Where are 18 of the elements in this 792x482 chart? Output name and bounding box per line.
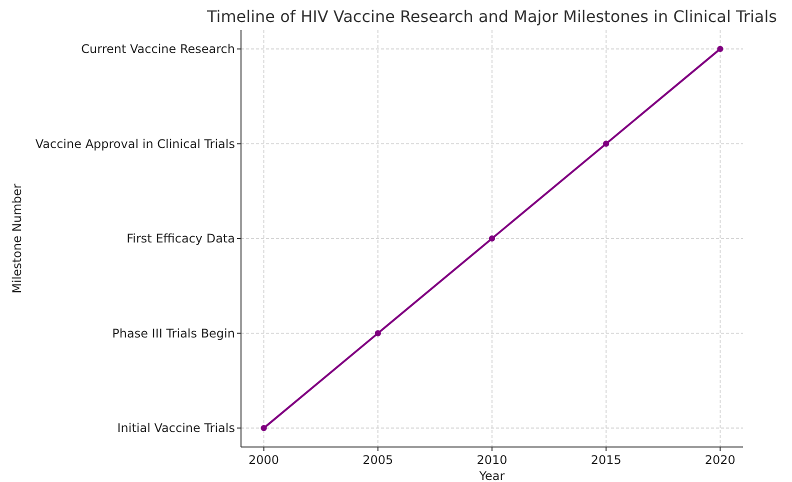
y-axis-title: Milestone Number bbox=[10, 184, 24, 294]
x-tick-label: 2000 bbox=[248, 453, 280, 467]
y-tick-label: Phase III Trials Begin bbox=[112, 326, 235, 340]
point bbox=[488, 235, 496, 242]
chart-title: Timeline of HIV Vaccine Research and Major Milestones in Clinical Trials bbox=[206, 7, 778, 26]
x-axis-title: Year bbox=[478, 469, 505, 482]
x-tick-label: 2005 bbox=[362, 453, 394, 467]
x-tick-label: 2020 bbox=[704, 453, 736, 467]
x-tick-label: 2015 bbox=[590, 453, 622, 467]
point bbox=[603, 140, 610, 147]
point bbox=[260, 424, 267, 432]
point bbox=[717, 46, 724, 52]
y-tick-label: Vaccine Approval in Clinical Trials bbox=[35, 136, 235, 151]
y-tick-label: Current Vaccine Research bbox=[81, 42, 235, 56]
x-tick-label: 2010 bbox=[476, 453, 508, 467]
y-tick-label: Initial Vaccine Trials bbox=[117, 421, 235, 436]
y-tick-label: First Efficacy Data bbox=[126, 232, 235, 246]
point bbox=[374, 330, 381, 336]
